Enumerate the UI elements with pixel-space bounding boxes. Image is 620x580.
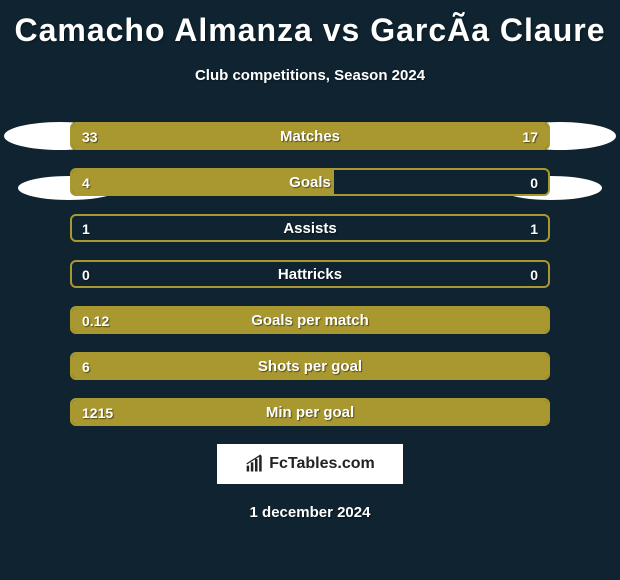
watermark-box: FcTables.com — [217, 444, 403, 484]
stat-row: 1Assists1 — [70, 214, 550, 242]
stat-label: Shots per goal — [72, 354, 548, 380]
stat-label: Assists — [72, 216, 548, 242]
stat-row: 33Matches17 — [70, 122, 550, 150]
stat-row: 0.12Goals per match — [70, 306, 550, 334]
stat-value-right: 0 — [530, 170, 538, 196]
stat-label: Min per goal — [72, 400, 548, 426]
stat-label: Goals — [72, 170, 548, 196]
footer-date: 1 december 2024 — [0, 504, 620, 521]
stats-container: 33Matches174Goals01Assists10Hattricks00.… — [70, 122, 550, 426]
stat-label: Goals per match — [72, 308, 548, 334]
stat-value-right: 1 — [530, 216, 538, 242]
stat-label: Matches — [72, 124, 548, 150]
stat-label: Hattricks — [72, 262, 548, 288]
stat-value-right: 0 — [530, 262, 538, 288]
stat-row: 1215Min per goal — [70, 398, 550, 426]
stat-value-right: 17 — [522, 124, 538, 150]
page-title: Camacho Almanza vs GarcÃa Claure — [0, 0, 620, 49]
stat-row: 6Shots per goal — [70, 352, 550, 380]
stat-row: 0Hattricks0 — [70, 260, 550, 288]
chart-bars-icon — [245, 454, 265, 474]
page-subtitle: Club competitions, Season 2024 — [0, 67, 620, 84]
stat-row: 4Goals0 — [70, 168, 550, 196]
watermark-text: FcTables.com — [269, 455, 375, 473]
